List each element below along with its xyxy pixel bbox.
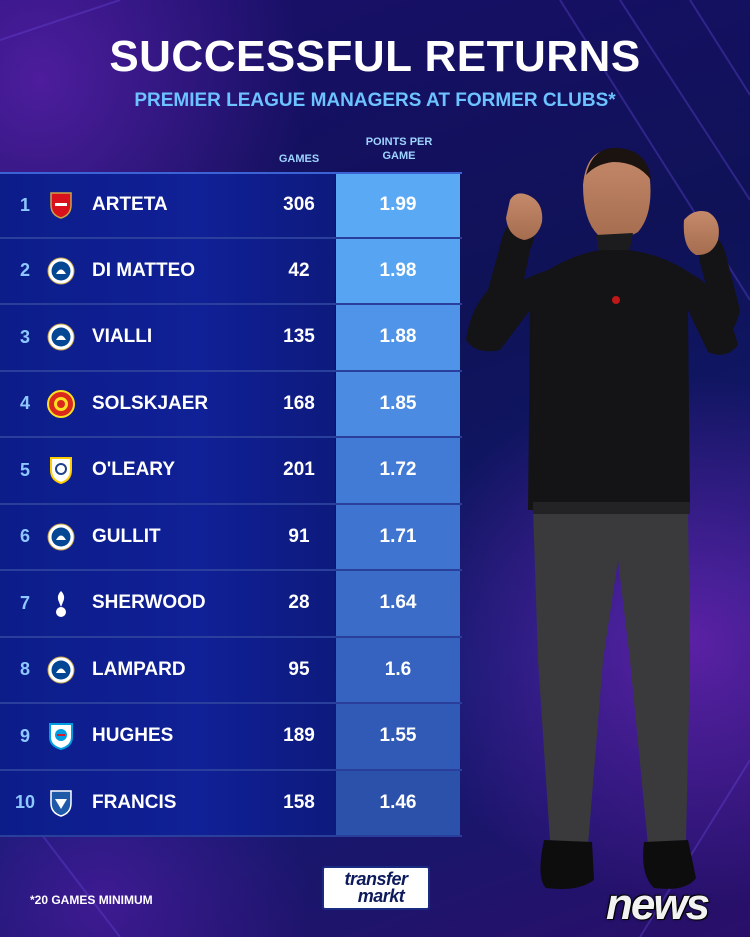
man-united-crest-icon <box>46 389 76 419</box>
rank: 5 <box>19 459 30 480</box>
ppg-value: 1.85 <box>336 371 460 436</box>
news-watermark: news <box>606 880 710 929</box>
games-value: 95 <box>288 658 310 680</box>
games-value: 91 <box>288 525 310 547</box>
ppg-value: 1.71 <box>336 504 460 569</box>
ppg-value: 1.55 <box>336 704 460 769</box>
table-row: 1 ARTETA 306 1.99 <box>0 172 462 239</box>
games-value: 189 <box>283 725 315 747</box>
manager-name: VIALLI <box>92 326 153 348</box>
logo-line-2: markt <box>357 886 405 906</box>
manager-name: HUGHES <box>92 725 174 747</box>
manager-name: FRANCIS <box>92 791 177 813</box>
ppg-value: 1.88 <box>336 305 460 370</box>
sheffield-wednesday-crest-icon <box>46 788 76 818</box>
blackburn-crest-icon <box>46 721 76 751</box>
ppg-value: 1.72 <box>336 438 460 503</box>
table-row: 2 DI MATTEO 42 1.98 <box>0 238 462 305</box>
arsenal-crest-icon <box>46 190 76 220</box>
ppg-column-header: POINTS PER GAME <box>365 136 433 162</box>
games-value: 201 <box>283 459 315 481</box>
manager-photo <box>466 147 740 889</box>
manager-name: LAMPARD <box>92 658 186 680</box>
ppg-value: 1.46 <box>336 770 460 835</box>
manager-name: DI MATTEO <box>92 259 196 281</box>
rank: 9 <box>19 725 30 746</box>
games-value: 42 <box>288 259 310 281</box>
chelsea-crest-icon <box>46 322 76 352</box>
page-subtitle: PREMIER LEAGUE MANAGERS AT FORMER CLUBS* <box>134 90 616 111</box>
games-value: 168 <box>283 392 315 414</box>
rank: 4 <box>19 393 30 414</box>
games-column-header: GAMES <box>278 153 320 165</box>
ppg-value: 1.6 <box>336 637 460 702</box>
rank: 8 <box>19 659 30 680</box>
footnote: *20 GAMES MINIMUM <box>30 893 153 907</box>
manager-name: SHERWOOD <box>92 592 206 614</box>
games-value: 158 <box>283 791 315 813</box>
transfermarkt-logo: transfer markt <box>322 866 430 910</box>
games-value: 135 <box>283 326 315 348</box>
table-row: 8 LAMPARD 95 1.6 <box>0 637 462 704</box>
leeds-crest-icon <box>46 455 76 485</box>
rank: 3 <box>19 326 30 347</box>
chelsea-crest-icon <box>46 522 76 552</box>
games-value: 28 <box>288 592 310 614</box>
table-row: 6 GULLIT 91 1.71 <box>0 504 462 571</box>
rank: 1 <box>19 194 30 215</box>
manager-name: O'LEARY <box>92 459 175 481</box>
manager-name: ARTETA <box>92 194 168 216</box>
chelsea-crest-icon <box>46 655 76 685</box>
manager-name: GULLIT <box>92 525 161 547</box>
logo-line-1: transfer <box>344 869 408 889</box>
ppg-value: 1.98 <box>336 238 460 303</box>
ppg-value: 1.99 <box>336 174 460 237</box>
table-row: 10 FRANCIS 158 1.46 <box>0 770 462 837</box>
table-row: 9 HUGHES 189 1.55 <box>0 704 462 771</box>
table-row: 7 SHERWOOD 28 1.64 <box>0 571 462 638</box>
chelsea-crest-icon <box>46 256 76 286</box>
row-background <box>0 571 335 636</box>
manager-name: SOLSKJAER <box>92 392 209 414</box>
table-row: 4 SOLSKJAER 168 1.85 <box>0 371 462 438</box>
tottenham-crest-icon <box>46 588 76 618</box>
rank: 2 <box>19 260 30 281</box>
rank: 10 <box>14 792 36 813</box>
page-title: SUCCESSFUL RETURNS <box>109 32 641 81</box>
ppg-value: 1.64 <box>336 571 460 636</box>
manager-table: 1 ARTETA 306 1.99 2 DI MATTEO 42 1.98 3 … <box>0 172 462 837</box>
rank: 7 <box>19 592 30 613</box>
table-row: 5 O'LEARY 201 1.72 <box>0 438 462 505</box>
games-value: 306 <box>283 194 315 216</box>
table-row: 3 VIALLI 135 1.88 <box>0 305 462 372</box>
rank: 6 <box>19 526 30 547</box>
